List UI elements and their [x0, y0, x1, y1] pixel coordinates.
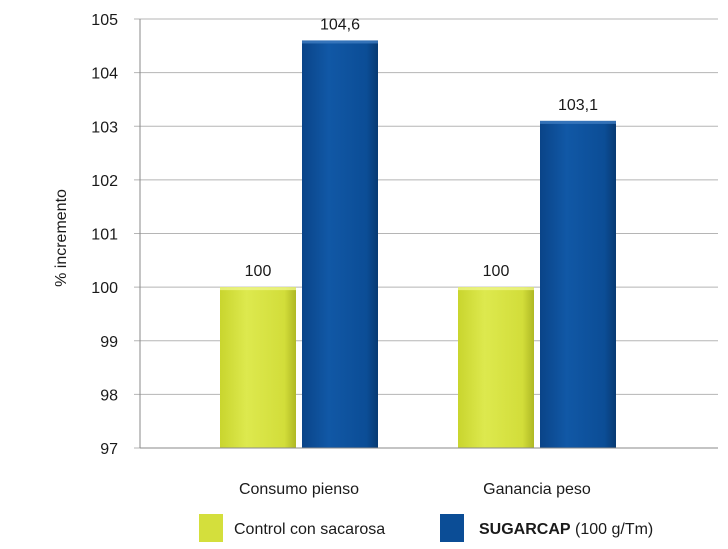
data-label: 104,6	[320, 16, 360, 33]
y-axis-title: % incremento	[53, 189, 70, 287]
bar-sugarcap-ganancia	[540, 120, 616, 448]
legend-swatch-control	[199, 514, 223, 542]
y-tick-label: 99	[100, 334, 118, 351]
y-tick-label: 105	[91, 12, 118, 29]
axes	[139, 19, 718, 449]
data-label: 100	[483, 263, 510, 280]
legend: Control con sacarosa SUGARCAP (100 g/Tm)	[199, 514, 653, 542]
y-tick-label: 104	[91, 66, 118, 83]
data-label: 100	[245, 263, 272, 280]
legend-label-sugarcap: SUGARCAP (100 g/Tm)	[479, 521, 653, 538]
x-category-label: Ganancia peso	[483, 481, 591, 498]
y-tick-label: 97	[100, 441, 118, 458]
bar-sugarcap-consumo	[302, 40, 378, 448]
bar-control-ganancia	[458, 287, 534, 448]
legend-label-sugarcap-bold: SUGARCAP	[479, 521, 571, 538]
y-tick-label: 103	[91, 119, 118, 136]
bar-top-highlight	[220, 287, 296, 291]
y-tick-label: 101	[91, 227, 118, 244]
x-category-label: Consumo pienso	[239, 481, 359, 498]
legend-swatch-sugarcap	[440, 514, 464, 542]
bar-top-highlight	[302, 40, 378, 44]
legend-label-control: Control con sacarosa	[234, 521, 385, 538]
y-tick-label: 98	[100, 387, 118, 404]
y-tick-label: 100	[91, 280, 118, 297]
bar-top-highlight	[540, 120, 616, 124]
y-tick-labels: 97 98 99 100 101 102 103 104 105	[91, 12, 118, 458]
legend-label-sugarcap-rest: (100 g/Tm)	[571, 521, 654, 538]
data-label: 103,1	[558, 97, 598, 114]
bars	[220, 40, 616, 448]
bar-top-highlight	[458, 287, 534, 291]
data-labels: 100 104,6 100 103,1	[245, 16, 598, 280]
bar-control-consumo	[220, 287, 296, 448]
y-tick-label: 102	[91, 173, 118, 190]
x-category-labels: Consumo pienso Ganancia peso	[239, 481, 591, 498]
